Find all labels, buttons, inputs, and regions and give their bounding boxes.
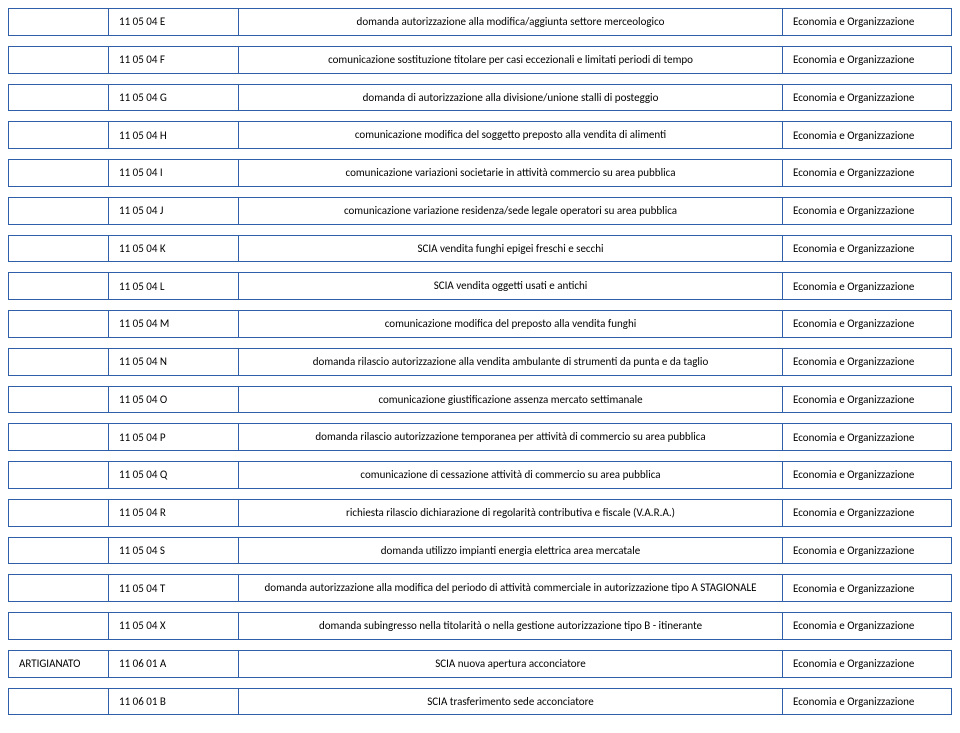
description-cell: SCIA vendita oggetti usati e antichi bbox=[238, 272, 782, 300]
organization-cell: Economia e Organizzazione bbox=[782, 121, 952, 149]
category-cell bbox=[8, 423, 108, 451]
description-cell: domanda subingresso nella titolarità o n… bbox=[238, 612, 782, 640]
table-row: 11 05 04 KSCIA vendita funghi epigei fre… bbox=[8, 235, 952, 263]
category-cell bbox=[8, 386, 108, 414]
code-cell: 11 05 04 L bbox=[108, 272, 238, 300]
organization-cell: Economia e Organizzazione bbox=[782, 612, 952, 640]
category-cell bbox=[8, 499, 108, 527]
table-row: 11 05 04 Jcomunicazione variazione resid… bbox=[8, 197, 952, 225]
category-cell bbox=[8, 121, 108, 149]
category-cell bbox=[8, 235, 108, 263]
organization-cell: Economia e Organizzazione bbox=[782, 423, 952, 451]
code-cell: 11 05 04 J bbox=[108, 197, 238, 225]
code-cell: 11 06 01 B bbox=[108, 688, 238, 716]
table-row: 11 05 04 Rrichiesta rilascio dichiarazio… bbox=[8, 499, 952, 527]
table-row: 11 05 04 Xdomanda subingresso nella tito… bbox=[8, 612, 952, 640]
code-cell: 11 05 04 M bbox=[108, 310, 238, 338]
organization-cell: Economia e Organizzazione bbox=[782, 650, 952, 678]
code-cell: 11 06 01 A bbox=[108, 650, 238, 678]
category-cell bbox=[8, 84, 108, 112]
category-cell bbox=[8, 688, 108, 716]
organization-cell: Economia e Organizzazione bbox=[782, 461, 952, 489]
organization-cell: Economia e Organizzazione bbox=[782, 8, 952, 36]
organization-cell: Economia e Organizzazione bbox=[782, 159, 952, 187]
category-cell bbox=[8, 348, 108, 376]
description-cell: SCIA nuova apertura acconciatore bbox=[238, 650, 782, 678]
description-cell: comunicazione modifica del soggetto prep… bbox=[238, 121, 782, 149]
code-cell: 11 05 04 F bbox=[108, 46, 238, 74]
description-cell: domanda utilizzo impianti energia elettr… bbox=[238, 537, 782, 565]
table-row: 11 05 04 Sdomanda utilizzo impianti ener… bbox=[8, 537, 952, 565]
code-cell: 11 05 04 X bbox=[108, 612, 238, 640]
organization-cell: Economia e Organizzazione bbox=[782, 235, 952, 263]
table-row: 11 05 04 Mcomunicazione modifica del pre… bbox=[8, 310, 952, 338]
category-cell bbox=[8, 8, 108, 36]
description-cell: comunicazione sostituzione titolare per … bbox=[238, 46, 782, 74]
table-row: 11 06 01 BSCIA trasferimento sede acconc… bbox=[8, 688, 952, 716]
description-cell: comunicazione di cessazione attività di … bbox=[238, 461, 782, 489]
table-row: 11 05 04 Gdomanda di autorizzazione alla… bbox=[8, 84, 952, 112]
category-cell bbox=[8, 537, 108, 565]
category-cell bbox=[8, 574, 108, 602]
table-row: 11 05 04 LSCIA vendita oggetti usati e a… bbox=[8, 272, 952, 300]
description-cell: comunicazione variazione residenza/sede … bbox=[238, 197, 782, 225]
table-row: 11 05 04 Edomanda autorizzazione alla mo… bbox=[8, 8, 952, 36]
organization-cell: Economia e Organizzazione bbox=[782, 499, 952, 527]
description-cell: domanda autorizzazione alla modifica del… bbox=[238, 574, 782, 602]
table-row: 11 05 04 Tdomanda autorizzazione alla mo… bbox=[8, 574, 952, 602]
organization-cell: Economia e Organizzazione bbox=[782, 197, 952, 225]
code-cell: 11 05 04 P bbox=[108, 423, 238, 451]
code-cell: 11 05 04 K bbox=[108, 235, 238, 263]
organization-cell: Economia e Organizzazione bbox=[782, 688, 952, 716]
table-row: 11 05 04 Hcomunicazione modifica del sog… bbox=[8, 121, 952, 149]
code-cell: 11 05 04 O bbox=[108, 386, 238, 414]
organization-cell: Economia e Organizzazione bbox=[782, 46, 952, 74]
code-cell: 11 05 04 Q bbox=[108, 461, 238, 489]
organization-cell: Economia e Organizzazione bbox=[782, 537, 952, 565]
category-cell bbox=[8, 461, 108, 489]
table-row: 11 05 04 Qcomunicazione di cessazione at… bbox=[8, 461, 952, 489]
category-cell bbox=[8, 612, 108, 640]
code-cell: 11 05 04 E bbox=[108, 8, 238, 36]
organization-cell: Economia e Organizzazione bbox=[782, 310, 952, 338]
code-cell: 11 05 04 G bbox=[108, 84, 238, 112]
code-cell: 11 05 04 I bbox=[108, 159, 238, 187]
description-cell: domanda di autorizzazione alla divisione… bbox=[238, 84, 782, 112]
code-cell: 11 05 04 H bbox=[108, 121, 238, 149]
description-cell: SCIA trasferimento sede acconciatore bbox=[238, 688, 782, 716]
category-cell bbox=[8, 310, 108, 338]
description-cell: domanda rilascio autorizzazione temporan… bbox=[238, 423, 782, 451]
organization-cell: Economia e Organizzazione bbox=[782, 574, 952, 602]
data-table: 11 05 04 Edomanda autorizzazione alla mo… bbox=[8, 8, 952, 715]
organization-cell: Economia e Organizzazione bbox=[782, 272, 952, 300]
description-cell: domanda rilascio autorizzazione alla ven… bbox=[238, 348, 782, 376]
table-row: 11 05 04 Fcomunicazione sostituzione tit… bbox=[8, 46, 952, 74]
description-cell: comunicazione modifica del preposto alla… bbox=[238, 310, 782, 338]
category-cell: ARTIGIANATO bbox=[8, 650, 108, 678]
table-row: 11 05 04 Icomunicazione variazioni socie… bbox=[8, 159, 952, 187]
code-cell: 11 05 04 S bbox=[108, 537, 238, 565]
code-cell: 11 05 04 T bbox=[108, 574, 238, 602]
table-row: ARTIGIANATO11 06 01 ASCIA nuova apertura… bbox=[8, 650, 952, 678]
category-cell bbox=[8, 46, 108, 74]
category-cell bbox=[8, 197, 108, 225]
table-row: 11 05 04 Ndomanda rilascio autorizzazion… bbox=[8, 348, 952, 376]
organization-cell: Economia e Organizzazione bbox=[782, 386, 952, 414]
code-cell: 11 05 04 R bbox=[108, 499, 238, 527]
organization-cell: Economia e Organizzazione bbox=[782, 84, 952, 112]
description-cell: domanda autorizzazione alla modifica/agg… bbox=[238, 8, 782, 36]
description-cell: comunicazione variazioni societarie in a… bbox=[238, 159, 782, 187]
code-cell: 11 05 04 N bbox=[108, 348, 238, 376]
organization-cell: Economia e Organizzazione bbox=[782, 348, 952, 376]
category-cell bbox=[8, 272, 108, 300]
description-cell: richiesta rilascio dichiarazione di rego… bbox=[238, 499, 782, 527]
table-row: 11 05 04 Pdomanda rilascio autorizzazion… bbox=[8, 423, 952, 451]
description-cell: comunicazione giustificazione assenza me… bbox=[238, 386, 782, 414]
category-cell bbox=[8, 159, 108, 187]
table-row: 11 05 04 Ocomunicazione giustificazione … bbox=[8, 386, 952, 414]
description-cell: SCIA vendita funghi epigei freschi e sec… bbox=[238, 235, 782, 263]
